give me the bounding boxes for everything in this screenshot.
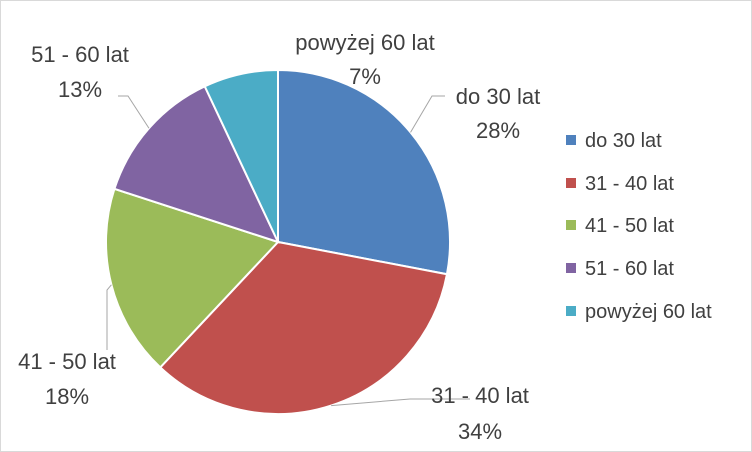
- pie-slices: [105, 68, 451, 415]
- legend-swatch: [566, 135, 576, 145]
- data-label-powyzej-60-lat: powyżej 60 lat 7%: [295, 30, 434, 89]
- legend-item-powyzej-60-lat: powyżej 60 lat: [566, 301, 712, 323]
- data-label-name: 41 - 50 lat: [18, 349, 116, 374]
- legend-item-41-50-lat: 41 - 50 lat: [566, 215, 674, 237]
- data-label-percent: 34%: [458, 419, 502, 444]
- legend: do 30 lat 31 - 40 lat 41 - 50 lat 51 - 6…: [566, 130, 712, 323]
- leader-line-1: [331, 398, 470, 407]
- leader-lines: [106, 95, 470, 407]
- data-label-percent: 18%: [45, 384, 89, 409]
- data-label-name: do 30 lat: [456, 84, 540, 109]
- legend-swatch: [566, 306, 576, 316]
- leader-line-0: [410, 95, 445, 133]
- data-label-percent: 13%: [58, 77, 102, 102]
- legend-swatch: [566, 178, 576, 188]
- data-label-percent: 28%: [476, 118, 520, 143]
- pie-slice-0: [277, 68, 451, 276]
- legend-item-do-30-lat: do 30 lat: [566, 130, 662, 152]
- legend-item-31-40-lat: 31 - 40 lat: [566, 173, 674, 195]
- legend-swatch: [566, 220, 576, 230]
- legend-item-51-60-lat: 51 - 60 lat: [566, 258, 674, 280]
- data-label-51-60-lat: 51 - 60 lat 13%: [31, 42, 129, 102]
- data-label-41-50-lat: 41 - 50 lat 18%: [18, 349, 116, 409]
- data-label-do-30-lat: do 30 lat 28%: [456, 84, 540, 143]
- pie-slice-4: [203, 68, 279, 243]
- legend-label: 41 - 50 lat: [585, 215, 674, 237]
- data-label-name: powyżej 60 lat: [295, 30, 434, 55]
- legend-label: powyżej 60 lat: [585, 301, 712, 323]
- legend-label: 51 - 60 lat: [585, 258, 674, 280]
- legend-label: do 30 lat: [585, 130, 662, 152]
- data-label-name: 31 - 40 lat: [431, 383, 529, 408]
- legend-swatch: [566, 263, 576, 273]
- data-label-31-40-lat: 31 - 40 lat 34%: [431, 383, 529, 444]
- pie-slice-3: [113, 85, 280, 244]
- legend-label: 31 - 40 lat: [585, 173, 674, 195]
- leader-line-3: [118, 95, 150, 129]
- pie-slice-1: [158, 240, 449, 415]
- data-label-name: 51 - 60 lat: [31, 42, 129, 67]
- leader-line-2: [106, 284, 112, 350]
- data-label-percent: 7%: [349, 64, 381, 89]
